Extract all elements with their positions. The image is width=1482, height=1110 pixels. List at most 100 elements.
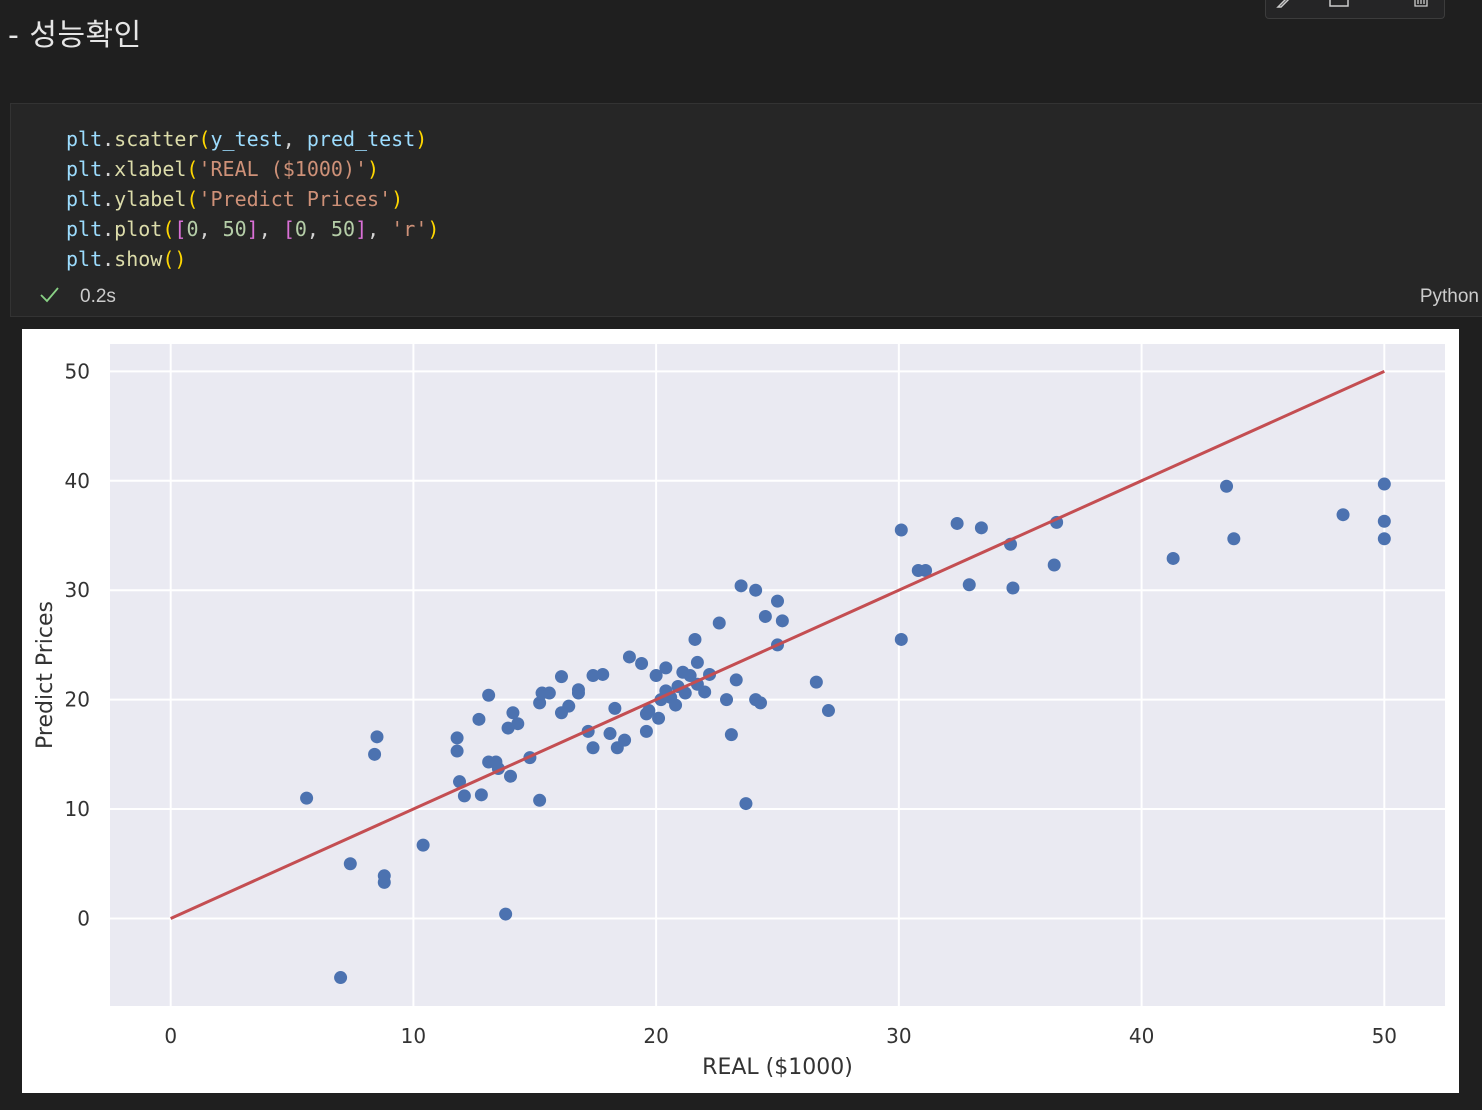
scatter-point [506, 706, 520, 720]
scatter-point [734, 579, 748, 593]
cell-output: 0 10 20 30 40 50 0 10 20 30 40 50 REAL ($1000) Predic… [22, 329, 1459, 1093]
scatter-point [416, 838, 430, 852]
x-tick-label: 0 [164, 1024, 177, 1048]
scatter-point [754, 696, 768, 710]
scatter-point [482, 688, 496, 702]
scatter-point [499, 907, 513, 921]
scatter-point [775, 614, 789, 628]
scatter-point [1166, 551, 1180, 565]
code-line: plt.ylabel('Predict Prices') [66, 187, 404, 211]
code-line: plt.scatter(y_test, pred_test) [66, 127, 428, 151]
scatter-point [1377, 477, 1391, 491]
scatter-point [1006, 581, 1020, 595]
scatter-point [300, 791, 314, 805]
scatter-point [571, 686, 585, 700]
scatter-chart: 0 10 20 30 40 50 0 10 20 30 40 50 REAL ($1000) Predic… [33, 344, 1445, 1080]
scatter-point [720, 693, 734, 707]
scatter-point [554, 670, 568, 684]
cell-toolbar [1265, 0, 1445, 19]
split-cell-icon[interactable] [1328, 0, 1350, 8]
scatter-point [724, 728, 738, 742]
scatter-point [596, 667, 610, 681]
x-tick-label: 10 [401, 1024, 426, 1048]
x-tick-label: 20 [643, 1024, 668, 1048]
scatter-point [562, 699, 576, 713]
scatter-point [472, 712, 486, 726]
x-axis-label: REAL ($1000) [702, 1055, 853, 1080]
scatter-point [450, 731, 464, 745]
code-line: plt.xlabel('REAL ($1000)') [66, 157, 380, 181]
scatter-point [758, 609, 772, 623]
scatter-point [377, 875, 391, 889]
delete-icon[interactable] [1410, 0, 1432, 8]
scatter-point [1047, 558, 1061, 572]
y-tick-label: 40 [65, 469, 90, 493]
scatter-point [749, 583, 763, 597]
scatter-point [542, 686, 556, 700]
scatter-point [453, 775, 467, 789]
scatter-point [622, 650, 636, 664]
language-selector[interactable]: Python [1419, 286, 1479, 307]
scatter-point [698, 685, 712, 699]
y-axis-label: Predict Prices [33, 601, 58, 749]
x-tick-label: 40 [1129, 1024, 1154, 1048]
reference-line [170, 369, 1385, 920]
y-tick-label: 10 [65, 797, 90, 821]
y-tick-label: 50 [65, 359, 90, 383]
scatter-point [1377, 514, 1391, 528]
scatter-point [739, 797, 753, 811]
scatter-point [608, 701, 622, 715]
scatter-point [533, 793, 547, 807]
scatter-point [1336, 508, 1350, 522]
scatter-point [343, 857, 357, 871]
scatter-point [334, 971, 348, 985]
scatter-point [894, 632, 908, 646]
scatter-point [821, 704, 835, 718]
code-line: plt.show() [66, 247, 187, 271]
scatter-point [1377, 532, 1391, 546]
scatter-point [974, 521, 988, 535]
scatter-point [659, 661, 673, 675]
x-tick-label: 30 [886, 1024, 911, 1048]
code-line: plt.plot([0, 50], [0, 50], 'r') [66, 217, 440, 241]
scatter-point [962, 578, 976, 592]
scatter-point [368, 747, 382, 761]
scatter-point [504, 769, 517, 783]
scatter-point [511, 717, 525, 731]
y-tick-label: 30 [65, 578, 90, 602]
execution-time: 0.2s [80, 286, 116, 307]
code-cell[interactable]: plt.scatter(y_test, pred_test) plt.xlabel… [10, 103, 1482, 317]
scatter-point [950, 516, 964, 530]
x-tick-label: 50 [1372, 1024, 1397, 1048]
scatter-point [1220, 479, 1234, 493]
scatter-point [639, 724, 653, 738]
scatter-point [533, 696, 547, 710]
scatter-point [712, 616, 726, 630]
scatter-point [586, 669, 600, 683]
scatter-point [370, 730, 384, 744]
markdown-heading: - 성능확인 [8, 18, 142, 53]
code-editor[interactable]: plt.scatter(y_test, pred_test) plt.xlabel… [66, 124, 439, 274]
scatter-point [450, 744, 464, 758]
scatter-point [669, 698, 683, 712]
scatter-point [474, 788, 488, 802]
scatter-point [688, 632, 702, 646]
scatter-point [635, 657, 649, 671]
scatter-point [652, 711, 666, 725]
scatter-point [618, 733, 632, 747]
scatter-point [771, 594, 784, 608]
plot-area [110, 344, 1445, 1006]
y-tick-label: 20 [65, 688, 90, 712]
check-icon [38, 285, 60, 311]
scatter-point [642, 704, 656, 718]
scatter-point [457, 789, 471, 803]
scatter-point [586, 741, 600, 755]
scatter-point [603, 727, 617, 741]
edit-icon[interactable] [1274, 0, 1296, 8]
scatter-point [683, 669, 697, 683]
y-tick-label: 0 [77, 906, 90, 930]
scatter-point [919, 564, 933, 578]
scatter-point [894, 523, 908, 537]
scatter-point [678, 686, 692, 700]
scatter-point [690, 655, 704, 669]
